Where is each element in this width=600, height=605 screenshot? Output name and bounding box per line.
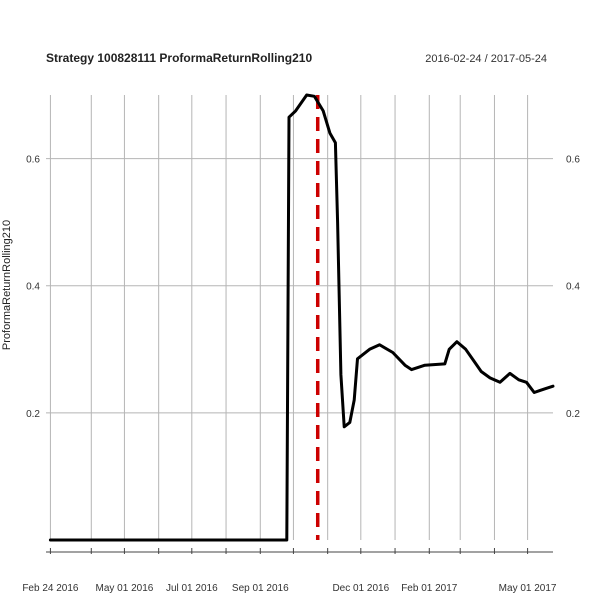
- y-tick-label-left: 0.4: [26, 282, 40, 293]
- y-tick-label-right: 0.4: [566, 282, 580, 293]
- y-axis-label: ProformaReturnRolling210: [1, 220, 13, 350]
- x-tick-label: May 01 2016: [96, 583, 154, 594]
- x-tick-label: Jul 01 2016: [166, 583, 218, 594]
- y-tick-label-left: 0.2: [26, 409, 40, 420]
- x-tick-label: May 01 2017: [499, 583, 557, 594]
- date-range-label: 2016-02-24 / 2017-05-24: [425, 53, 547, 65]
- x-tick-label: Sep 01 2016: [232, 583, 289, 594]
- axes: 0.2 0.2 0.4 0.4 0.6 0.6 Feb 24 2016 May 01 2016…: [22, 155, 580, 594]
- series-line: [48, 93, 555, 542]
- y-tick-label-right: 0.6: [566, 155, 580, 166]
- series-layer: [48, 93, 555, 542]
- y-tick-label-left: 0.6: [26, 155, 40, 166]
- x-tick-label: Feb 24 2016: [22, 583, 79, 594]
- gridlines: [46, 95, 553, 540]
- chart-title: Strategy 100828111 ProformaReturnRolling…: [46, 51, 312, 65]
- x-tick-label: Feb 01 2017: [401, 583, 458, 594]
- x-tick-label: Dec 01 2016: [332, 583, 389, 594]
- y-tick-label-right: 0.2: [566, 409, 580, 420]
